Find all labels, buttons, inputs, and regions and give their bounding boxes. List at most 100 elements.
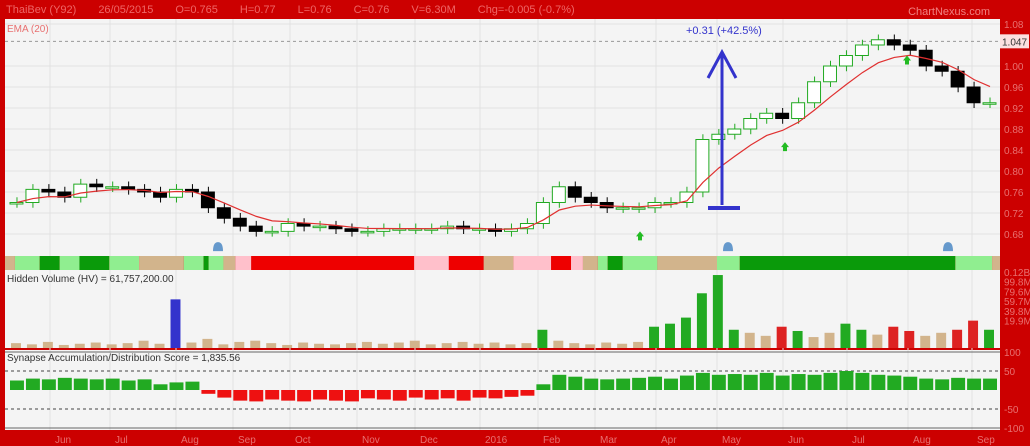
volume-bar [792,330,803,348]
bell-icon [723,242,733,252]
candle [105,186,120,189]
volume-bar [218,344,229,348]
y-tick-label: 0.88 [1004,125,1024,136]
score-bar [456,390,471,401]
volume-bar [888,326,899,348]
candle [264,230,279,234]
volume-bar [744,332,755,348]
y-tick-label: -50 [1004,405,1019,416]
score-bar [520,390,535,396]
candle [216,207,231,219]
score-bar [201,390,216,394]
score-bar [887,375,902,390]
y-tick-label: 99.8M [1004,278,1030,289]
signal-band-segment [223,256,236,270]
score-bar [57,377,72,390]
volume-bar [314,343,325,348]
candle [982,102,997,105]
candle [631,207,646,210]
volume-bar [808,337,819,348]
score-bar [679,375,694,390]
score-bar [616,378,631,390]
score-bar [775,375,790,390]
signal-band-segment [5,256,15,270]
candle [567,186,582,198]
candle [25,188,40,203]
volume-bar [856,329,867,348]
last-price-badge [1000,34,1029,49]
signal-band-segment [622,256,658,270]
y-tick-label: -100 [1004,424,1024,435]
candle [966,86,981,104]
volume-bar [489,342,500,348]
score-bar [791,374,806,390]
volume-bar [425,344,436,348]
y-tick-label: 1.00 [1004,62,1024,73]
signal-band-segment [657,256,717,270]
bell-icon [943,242,953,252]
ema-line [16,54,991,230]
volume-bar [298,342,309,348]
x-tick-label: Jul [115,435,128,446]
candle [902,44,917,51]
quote-date: 26/05/2015 [98,4,154,16]
volume-bar [665,323,675,348]
score-bar [344,390,359,402]
volume-bar [824,332,835,348]
score-bar [185,381,200,390]
score-bar [711,374,726,390]
volume-title: Hidden Volume (HV) = 61,757,200.00 [7,274,174,285]
candle [328,225,343,230]
volume-bar [776,326,787,348]
volume-bar [393,342,404,348]
candle [615,207,630,210]
signal-band-segment [139,256,184,270]
score-bar [297,390,312,402]
score-bar [392,390,407,401]
y-tick-label: 0.76 [1004,188,1024,199]
volume: V=6.30M [411,4,456,16]
score-bar [281,390,296,401]
volume-bar [505,344,516,348]
open: O=0.765 [175,4,218,16]
candle [121,186,136,190]
signal-band-segment [203,256,209,270]
score-bar [121,380,136,390]
candle [854,44,869,56]
signal-band-segment [571,256,583,270]
x-tick-label: Jul [852,435,865,446]
y-tick-label: 50 [1004,367,1016,378]
volume-bar [968,320,979,348]
signal-band-segment [251,256,415,270]
score-bar [632,377,647,390]
score-bar [695,372,710,390]
score-bar [41,379,56,390]
score-bar [839,371,854,390]
candle [89,183,104,188]
x-tick-label: Dec [420,435,438,446]
candle [838,55,853,67]
price-panel [5,19,1000,256]
volume-bar [601,342,612,348]
score-bar [73,378,88,390]
gain-arrow-head [706,48,738,79]
x-tick-label: Sep [238,435,256,446]
x-tick-label: May [722,435,741,446]
signal-band-segment [551,256,572,270]
score-bar [648,376,663,390]
score-bar [376,390,391,400]
candle [886,39,901,46]
candle [870,39,885,46]
score-bar [105,378,120,390]
signal-band-segment [955,256,993,270]
volume-bar [282,344,293,348]
candle [296,223,311,227]
volume-bar [42,341,53,348]
candle [551,186,566,203]
score-bar [488,390,503,399]
signal-band-segment [235,256,252,270]
volume-bar [585,344,596,348]
up-arrow-icon [636,231,644,241]
candle [312,225,327,229]
